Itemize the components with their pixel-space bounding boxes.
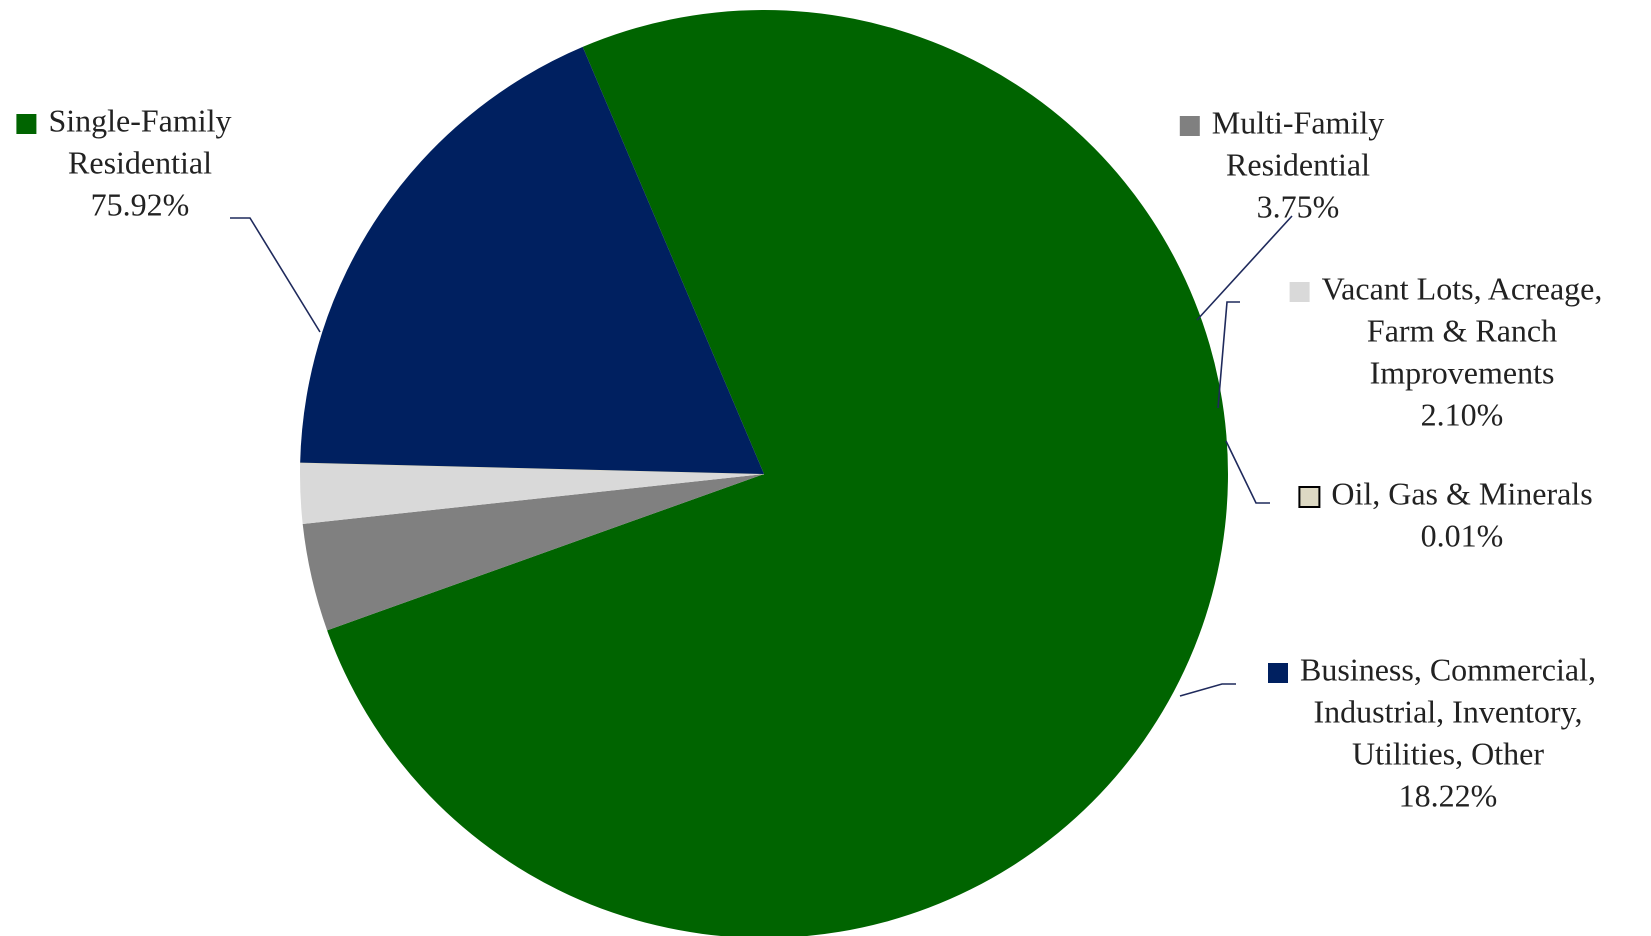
data-label-3: Vacant Lots, Acreage, Farm & Ranch Improve…: [1289, 270, 1603, 432]
leader-line-2: [1196, 215, 1293, 321]
slice-value-label: 0.01%: [1421, 517, 1504, 553]
leader-line-3: [1217, 301, 1240, 409]
data-label-5: Business, Commercial, Industrial, Invento…: [1268, 651, 1596, 813]
slice-value-label: 2.10%: [1421, 396, 1504, 432]
slice-value-label: 3.75%: [1257, 188, 1340, 224]
leader-line-1: [230, 217, 321, 333]
data-label-1: Single-Family Residential 75.92%: [16, 102, 232, 222]
data-label-2: Multi-Family Residential 3.75%: [1179, 104, 1384, 224]
legend-key-3: [1289, 282, 1310, 302]
leader-lines: [230, 215, 1293, 697]
slice-value-label: 18.22%: [1399, 777, 1498, 813]
leader-line-4: [1225, 440, 1270, 504]
slice-value-label: 75.92%: [91, 186, 190, 222]
slice-name-line: Oil, Gas & Minerals: [1331, 475, 1592, 511]
legend-key-4: [1298, 486, 1321, 508]
slice-name-line: Business, Commercial,: [1300, 651, 1596, 687]
slice-name-line: Residential: [68, 144, 212, 180]
slice-name-line: Improvements: [1370, 354, 1555, 390]
pie-slice-5: [300, 46, 764, 474]
pie-slice-1: [327, 10, 1228, 936]
legend-key-2: [1179, 116, 1200, 136]
leader-line-5: [1179, 683, 1236, 697]
slice-name-line: Vacant Lots, Acreage,: [1322, 270, 1603, 306]
pie-slices: [299, 10, 1228, 936]
legend-key-1: [16, 114, 37, 134]
legend-key-5: [1268, 663, 1288, 683]
slice-name-line: Farm & Ranch: [1367, 312, 1557, 348]
data-label-4: Oil, Gas & Minerals 0.01%: [1298, 475, 1593, 553]
slice-name-line: Multi-Family: [1212, 104, 1384, 140]
slice-name-line: Utilities, Other: [1352, 735, 1544, 771]
slice-name-line: Single-Family: [48, 102, 231, 138]
slice-name-line: Residential: [1226, 146, 1370, 182]
pie-slice-3: [299, 462, 764, 525]
data-labels: Single-Family Residential 75.92% Multi-Fami…: [16, 102, 1602, 813]
slice-name-line: Industrial, Inventory,: [1314, 693, 1583, 729]
pie-slice-2: [302, 474, 764, 631]
